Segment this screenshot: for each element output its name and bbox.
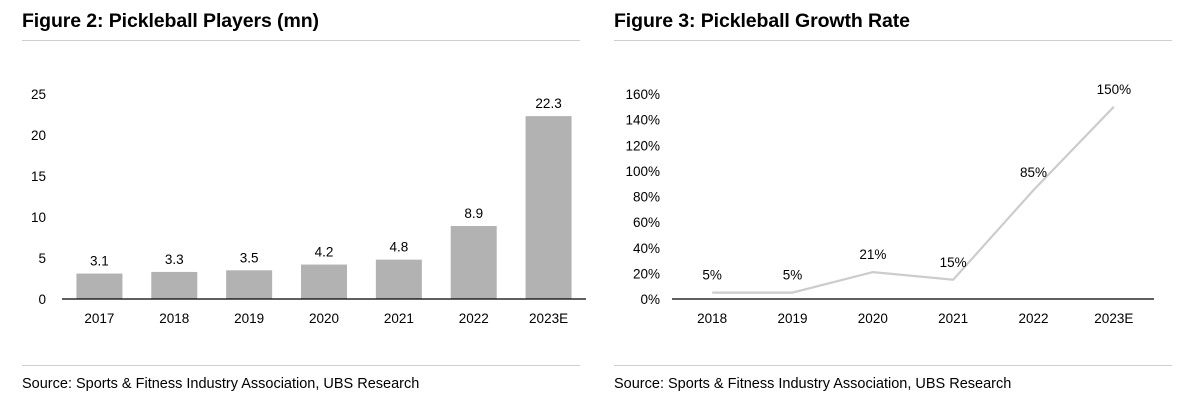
figure-2-title: Figure 2: Pickleball Players (mn) [22, 10, 319, 32]
x-tick-label: 2021 [384, 311, 414, 326]
data-label: 150% [1097, 82, 1132, 97]
y-tick-label: 10 [31, 210, 46, 225]
y-tick-label: 25 [31, 87, 46, 102]
figure-2-source: Source: Sports & Fitness Industry Associ… [22, 376, 420, 392]
figure-3-source: Source: Sports & Fitness Industry Associ… [614, 376, 1012, 392]
data-label: 15% [940, 255, 967, 270]
y-tick-label: 120% [625, 138, 660, 153]
y-tick-label: 140% [625, 113, 660, 128]
bar [450, 226, 497, 299]
figure-2-bottom-rule [22, 365, 580, 366]
y-tick-label: 15 [31, 169, 46, 184]
y-tick-label: 60% [633, 215, 660, 230]
data-label: 8.9 [464, 206, 483, 221]
x-tick-label: 2019 [234, 311, 264, 326]
figure-2-panel: Figure 2: Pickleball Players (mn) 0 5 10 15… [22, 0, 586, 410]
data-label: 3.5 [240, 250, 259, 265]
data-label: 4.8 [389, 240, 408, 255]
y-tick-label: 100% [625, 164, 660, 179]
x-tick-label: 2020 [858, 311, 888, 326]
bar [375, 259, 422, 299]
y-tick-label: 0 [38, 292, 46, 307]
y-tick-label: 40% [633, 241, 660, 256]
growth-rate-line [712, 106, 1115, 294]
line-chart: 0% 20% 40% 60% 80% 100% 120% 140% 160% 5% 2018 5% 20… [625, 82, 1154, 326]
bar [525, 116, 572, 299]
x-tick-label: 2018 [159, 311, 189, 326]
x-tick-label: 2020 [309, 311, 339, 326]
data-label: 85% [1020, 165, 1047, 180]
bar [226, 270, 273, 299]
bar [76, 273, 123, 299]
bar [151, 271, 198, 299]
y-tick-label: 160% [625, 87, 660, 102]
data-label: 22.3 [535, 96, 561, 111]
y-tick-label: 80% [633, 190, 660, 205]
figure-3-title: Figure 3: Pickleball Growth Rate [614, 10, 910, 32]
data-label: 5% [783, 268, 803, 283]
y-tick-label: 20 [31, 128, 46, 143]
x-tick-label: 2022 [1018, 311, 1048, 326]
figure-3-top-rule [614, 40, 1172, 41]
figure-3-bottom-rule [614, 365, 1172, 366]
data-label: 3.1 [90, 254, 109, 269]
x-tick-label: 2019 [777, 311, 807, 326]
x-tick-label: 2022 [459, 311, 489, 326]
x-tick-label: 2018 [697, 311, 727, 326]
y-tick-label: 5 [38, 251, 46, 266]
bar-chart: 0 5 10 15 20 25 3.1 2017 3.3 2018 3.5 2019 4.2 2020 4.… [31, 87, 586, 326]
data-label: 5% [702, 268, 722, 283]
bar [301, 264, 347, 299]
y-tick-label: 0% [640, 292, 660, 307]
figure-2-top-rule [22, 40, 580, 41]
x-tick-label: 2021 [938, 311, 968, 326]
x-tick-label: 2017 [84, 311, 114, 326]
data-label: 3.3 [165, 252, 184, 267]
data-label: 21% [859, 247, 886, 262]
x-tick-label: 2023E [1094, 311, 1133, 326]
y-tick-label: 20% [633, 266, 660, 281]
x-tick-label: 2023E [529, 311, 568, 326]
data-label: 4.2 [315, 245, 334, 260]
figure-3-panel: Figure 3: Pickleball Growth Rate 0% 20% 40… [614, 0, 1174, 410]
